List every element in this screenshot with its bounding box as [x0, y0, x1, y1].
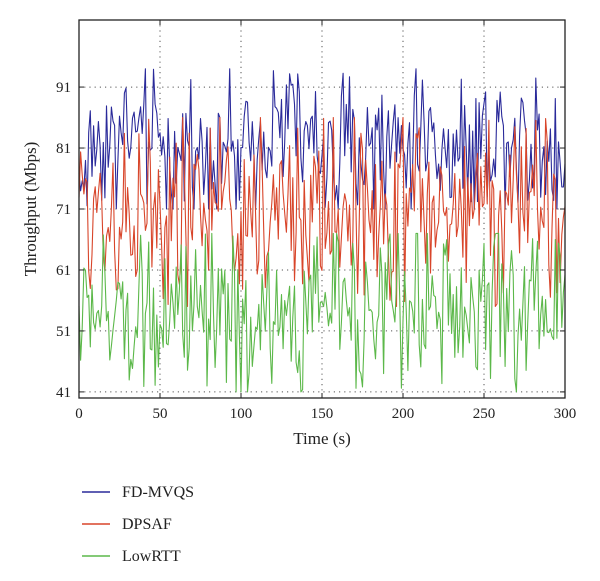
plot-series — [78, 68, 566, 393]
x-tick-label: 150 — [311, 406, 334, 422]
x-tick-label: 100 — [230, 406, 253, 422]
legend: FD-MVQS DPSAF LowRTT — [82, 484, 194, 565]
legend-label-dpsaf: DPSAF — [122, 516, 172, 533]
x-tick-label: 250 — [473, 406, 496, 422]
x-tick-label: 0 — [75, 406, 83, 422]
legend-label-fd-mvqs: FD-MVQS — [122, 484, 194, 501]
y-axis-label: Throughput (Mbps) — [21, 142, 40, 277]
x-tick-label: 200 — [392, 406, 415, 422]
y-tick-label: 91 — [56, 80, 71, 96]
series-line-dpsaf — [78, 116, 566, 308]
grid — [79, 20, 565, 398]
legend-item-lowrtt: LowRTT — [82, 548, 181, 565]
series-line-fd-mvqs — [78, 68, 566, 210]
series-line-lowrtt — [78, 232, 566, 393]
x-tick-label: 50 — [153, 406, 168, 422]
axis-ticks: 0 50 100 150 200 250 300 41 51 61 71 81 91 — [56, 20, 576, 422]
legend-item-fd-mvqs: FD-MVQS — [82, 484, 194, 501]
y-tick-label: 41 — [56, 385, 71, 401]
legend-label-lowrtt: LowRTT — [122, 548, 181, 565]
y-tick-label: 61 — [56, 263, 71, 279]
x-axis-label: Time (s) — [293, 429, 350, 448]
y-tick-label: 71 — [56, 202, 71, 218]
y-tick-label: 81 — [56, 141, 71, 157]
y-tick-label: 51 — [56, 324, 71, 340]
x-tick-label: 300 — [554, 406, 577, 422]
legend-item-dpsaf: DPSAF — [82, 516, 172, 533]
